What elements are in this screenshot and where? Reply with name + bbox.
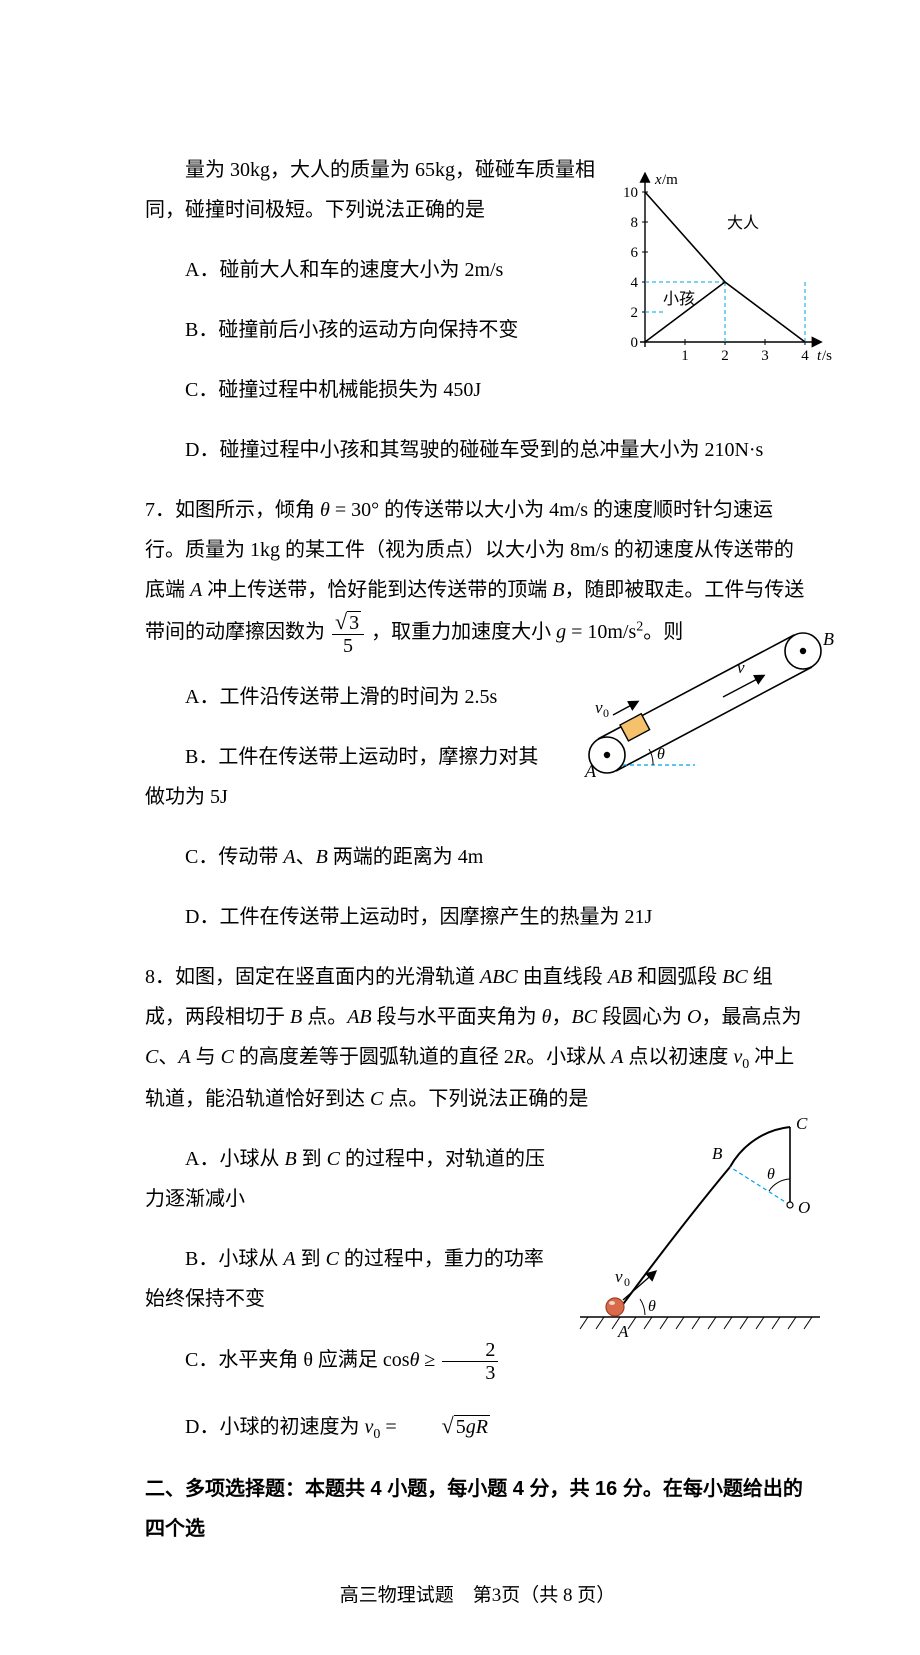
svg-text:1: 1	[681, 348, 689, 364]
q6-graph: 0 2 4 6 8 10 1 2 3 4	[605, 172, 840, 386]
q7-opt-c: C．传动带 A、B 两端的距离为 4m	[145, 837, 810, 877]
svg-text:v: v	[737, 658, 745, 677]
section-2-heading: 二、多项选择题：本题共 4 小题，每小题 4 分，共 16 分。在每小题给出的四…	[145, 1469, 810, 1549]
svg-text:v: v	[595, 698, 603, 717]
svg-text:大人: 大人	[727, 214, 759, 232]
svg-text:2: 2	[721, 348, 729, 364]
svg-text:A: A	[584, 761, 597, 781]
q7-block: v 0 v θ A B 7．如图所示，倾角 θ = 30° 的传送带以大小为 4…	[145, 490, 810, 937]
svg-text:x: x	[654, 172, 662, 188]
svg-text:0: 0	[624, 1275, 630, 1289]
svg-text:B: B	[712, 1144, 723, 1163]
q8-text: 8．如图，固定在竖直面内的光滑轨道 ABC 由直线段 AB 和圆弧段 BC 组成…	[145, 957, 810, 1119]
q6-block: 0 2 4 6 8 10 1 2 3 4	[145, 150, 810, 470]
svg-text:4: 4	[801, 348, 809, 364]
svg-text:8: 8	[631, 215, 639, 231]
q8-num: 8．	[145, 966, 175, 988]
svg-text:θ: θ	[767, 1166, 775, 1183]
q6-opt-c: C．碰撞过程中机械能损失为 450J	[145, 370, 600, 410]
q6-intro: 量为 30kg，大人的质量为 65kg，碰碰车质量相同，碰撞时间极短。下列说法正…	[145, 150, 600, 230]
svg-text:10: 10	[623, 185, 638, 201]
q8-opt-d: D．小球的初速度为 v0 = √5gR	[145, 1404, 810, 1449]
friction-fraction: √35	[332, 610, 364, 657]
svg-text:0: 0	[603, 706, 609, 720]
svg-text:θ: θ	[657, 746, 665, 763]
svg-text:A: A	[617, 1322, 629, 1341]
q6-opt-d: D．碰撞过程中小孩和其驾驶的碰碰车受到的总冲量大小为 210N·s	[145, 430, 810, 470]
svg-text:/m: /m	[662, 172, 678, 188]
svg-text:B: B	[823, 629, 834, 649]
exam-page: 0 2 4 6 8 10 1 2 3 4	[0, 0, 920, 1655]
svg-text:小孩: 小孩	[663, 290, 695, 308]
q6-opt-b: B．碰撞前后小孩的运动方向保持不变	[145, 310, 600, 350]
q7-figure: v 0 v θ A B	[545, 625, 845, 809]
svg-text:4: 4	[631, 275, 639, 291]
q7-opt-a: A．工件沿传送带上滑的时间为 2.5s	[145, 677, 550, 717]
svg-text:6: 6	[631, 245, 639, 261]
q6-opt-a: A．碰前大人和车的速度大小为 2m/s	[145, 250, 600, 290]
svg-text:2: 2	[631, 305, 639, 321]
svg-text:/s: /s	[822, 348, 832, 364]
svg-text:O: O	[798, 1198, 810, 1217]
page-footer: 高三物理试题 第3页（共 8 页）	[145, 1577, 810, 1615]
q7-opt-b: B．工件在传送带上运动时，摩擦力对其做功为 5J	[145, 737, 550, 817]
q8-figure: θ O C B A v0 θ	[560, 1107, 840, 1356]
svg-text:3: 3	[761, 348, 769, 364]
q8-block: θ O C B A v0 θ	[145, 957, 810, 1449]
svg-text:v: v	[615, 1267, 623, 1286]
svg-text:0: 0	[631, 335, 639, 351]
q8-opt-a: A．小球从 B 到 C 的过程中，对轨道的压力逐渐减小	[145, 1139, 550, 1219]
q7-opt-d: D．工件在传送带上运动时，因摩擦产生的热量为 21J	[145, 897, 810, 937]
svg-text:C: C	[796, 1114, 808, 1133]
q7-num: 7．	[145, 499, 175, 521]
q8-opt-b: B．小球从 A 到 C 的过程中，重力的功率始终保持不变	[145, 1239, 550, 1319]
